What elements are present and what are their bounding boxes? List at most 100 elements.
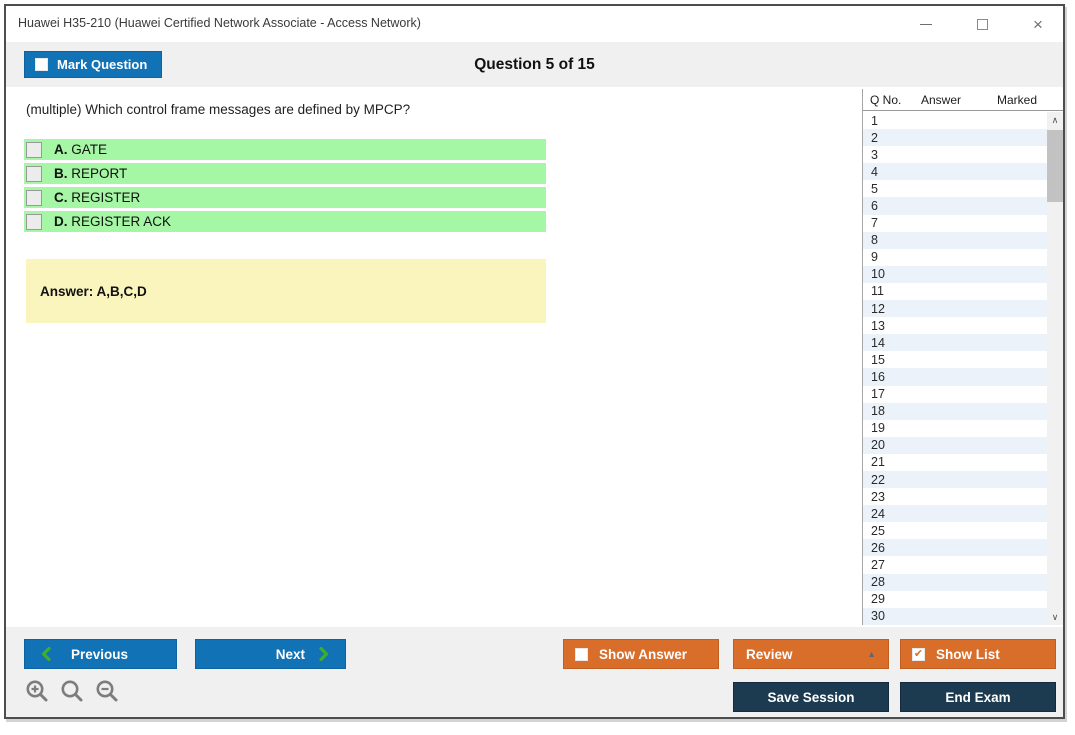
mark-question-button[interactable]: Mark Question bbox=[24, 51, 163, 78]
list-cell: 5 bbox=[871, 181, 878, 196]
option-a[interactable]: A. GATE bbox=[24, 139, 546, 160]
list-row[interactable]: 23 bbox=[863, 488, 1048, 505]
list-row[interactable]: 27 bbox=[863, 556, 1048, 573]
option-text: GATE bbox=[71, 142, 108, 157]
list-row[interactable]: 29 bbox=[863, 591, 1048, 608]
scrollbar-thumb[interactable] bbox=[1047, 130, 1063, 202]
close-icon: × bbox=[1033, 14, 1043, 34]
list-row[interactable]: 28 bbox=[863, 573, 1048, 591]
zoom-out-icon[interactable] bbox=[94, 679, 120, 705]
review-button[interactable]: Review ▲ bbox=[733, 639, 889, 669]
show-answer-label: Show Answer bbox=[599, 646, 688, 662]
list-row[interactable]: 6 bbox=[863, 197, 1048, 215]
check-icon: ✔ bbox=[913, 647, 924, 660]
list-row[interactable]: 9 bbox=[863, 249, 1048, 266]
minimize-icon bbox=[920, 23, 932, 25]
option-letter: B. bbox=[54, 166, 68, 181]
show-answer-button[interactable]: Show Answer bbox=[563, 639, 719, 669]
list-cell: 25 bbox=[871, 523, 885, 538]
list-cell: 1 bbox=[871, 113, 878, 128]
show-list-button[interactable]: ✔ Show List bbox=[900, 639, 1056, 669]
option-c[interactable]: C. REGISTER bbox=[24, 187, 546, 208]
review-label: Review bbox=[746, 646, 793, 662]
list-cell: 15 bbox=[871, 352, 885, 367]
list-row[interactable]: 11 bbox=[863, 283, 1048, 300]
show-answer-checkbox[interactable] bbox=[575, 647, 588, 661]
list-row[interactable]: 12 bbox=[863, 300, 1048, 318]
list-cell: 21 bbox=[871, 455, 885, 470]
option-d[interactable]: D. REGISTER ACK bbox=[24, 211, 546, 232]
list-row[interactable]: 15 bbox=[863, 351, 1048, 368]
list-row[interactable]: 7 bbox=[863, 215, 1048, 232]
list-cell: 16 bbox=[871, 369, 885, 384]
list-row[interactable]: 16 bbox=[863, 368, 1048, 386]
list-row[interactable]: 20 bbox=[863, 436, 1048, 454]
maximize-button[interactable] bbox=[971, 13, 993, 35]
list-cell: 8 bbox=[871, 233, 878, 248]
option-b-checkbox[interactable] bbox=[26, 165, 42, 182]
option-c-checkbox[interactable] bbox=[26, 189, 42, 206]
header-marked: Marked bbox=[997, 92, 1038, 107]
scroll-down-icon[interactable]: ∨ bbox=[1051, 611, 1059, 622]
toolbar: Question 5 of 15 Mark Question bbox=[6, 42, 1063, 87]
chevron-right-icon bbox=[319, 647, 329, 661]
list-row[interactable]: 18 bbox=[863, 402, 1048, 420]
option-letter: C. bbox=[54, 190, 68, 205]
answer-box: Answer: A,B,C,D bbox=[26, 259, 546, 323]
list-row[interactable]: 10 bbox=[863, 265, 1048, 283]
answer-text: Answer: A,B,C,D bbox=[40, 283, 147, 299]
show-list-checkbox[interactable]: ✔ bbox=[912, 647, 925, 661]
previous-button[interactable]: Previous bbox=[24, 639, 177, 669]
list-row[interactable]: 22 bbox=[863, 470, 1048, 489]
save-session-button[interactable]: Save Session bbox=[733, 682, 889, 712]
list-cell: 9 bbox=[871, 250, 878, 265]
list-row[interactable]: 2 bbox=[863, 129, 1048, 147]
next-button[interactable]: Next bbox=[195, 639, 346, 669]
list-cell: 7 bbox=[871, 216, 878, 231]
question-list-headers: Q No. Answer Marked bbox=[863, 89, 1063, 111]
option-d-checkbox[interactable] bbox=[26, 213, 42, 230]
zoom-reset-icon[interactable] bbox=[59, 679, 85, 705]
question-list-rows: 1 2 3 4 5 6 7 8 9 10 11 12 13 14 15 16 17 18 19 20 21 22 23 24 2… bbox=[863, 112, 1048, 625]
list-row[interactable]: 25 bbox=[863, 522, 1048, 539]
scroll-up-icon[interactable]: ∧ bbox=[1051, 114, 1059, 125]
caret-up-icon: ▲ bbox=[867, 649, 876, 659]
minimize-button[interactable] bbox=[915, 13, 937, 35]
list-row[interactable]: 26 bbox=[863, 539, 1048, 557]
list-row[interactable]: 17 bbox=[863, 386, 1048, 403]
option-b[interactable]: B. REPORT bbox=[24, 163, 546, 184]
exam-player-window: Huawei H35-210 (Huawei Certified Network… bbox=[4, 4, 1065, 719]
list-row[interactable]: 5 bbox=[863, 180, 1048, 197]
zoom-in-icon[interactable] bbox=[24, 679, 50, 705]
mark-question-checkbox[interactable] bbox=[35, 58, 48, 71]
list-cell: 28 bbox=[871, 575, 885, 590]
end-exam-button[interactable]: End Exam bbox=[900, 682, 1056, 712]
list-row[interactable]: 8 bbox=[863, 231, 1048, 249]
option-letter: A. bbox=[54, 142, 68, 157]
list-row[interactable]: 24 bbox=[863, 505, 1048, 523]
list-cell: 23 bbox=[871, 489, 885, 504]
list-cell: 17 bbox=[871, 387, 885, 402]
list-row[interactable]: 21 bbox=[863, 454, 1048, 471]
option-a-checkbox[interactable] bbox=[26, 141, 42, 158]
list-row[interactable]: 30 bbox=[863, 607, 1048, 625]
list-row[interactable]: 19 bbox=[863, 420, 1048, 437]
list-row[interactable]: 13 bbox=[863, 317, 1048, 334]
list-cell: 13 bbox=[871, 318, 885, 333]
end-exam-label: End Exam bbox=[945, 689, 1011, 705]
window-controls: × bbox=[915, 6, 1049, 42]
list-cell: 20 bbox=[871, 438, 885, 453]
save-session-label: Save Session bbox=[767, 689, 855, 705]
list-cell: 18 bbox=[871, 404, 885, 419]
list-cell: 2 bbox=[871, 130, 878, 145]
list-cell: 12 bbox=[871, 301, 885, 316]
question-list-panel: Q No. Answer Marked 1 2 3 4 5 6 7 8 9 10 11 12 13 14 1… bbox=[862, 89, 1063, 625]
list-cell: 30 bbox=[871, 609, 885, 624]
list-row[interactable]: 3 bbox=[863, 146, 1048, 163]
list-row[interactable]: 1 bbox=[863, 112, 1048, 129]
list-row[interactable]: 4 bbox=[863, 163, 1048, 181]
list-row[interactable]: 14 bbox=[863, 334, 1048, 352]
option-letter: D. bbox=[54, 214, 68, 229]
question-list-scrollbar[interactable]: ∧ ∨ bbox=[1047, 112, 1063, 625]
close-button[interactable]: × bbox=[1027, 13, 1049, 35]
